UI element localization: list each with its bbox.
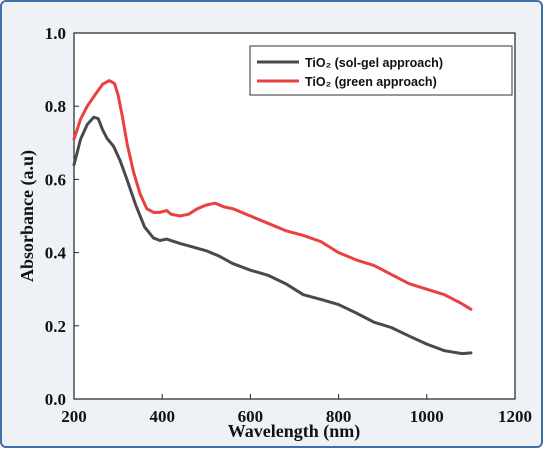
legend-label-sol-gel: TiO₂ (sol-gel approach) <box>305 56 443 70</box>
y-tick-label: 0.8 <box>45 97 66 116</box>
legend: TiO₂ (sol-gel approach) TiO₂ (green appr… <box>249 45 513 96</box>
x-tick-label: 1200 <box>498 407 532 426</box>
y-tick-label: 0.6 <box>45 170 66 189</box>
series-line-sol-gel <box>72 115 473 356</box>
series-lines <box>72 79 473 356</box>
ticks: 200 400 600 800 1000 1200 0.0 0.2 0.4 0.6 0.8 1.0 <box>45 24 532 426</box>
y-tick-label: 0.4 <box>45 244 67 263</box>
y-axis-title: Absorbance (a.u) <box>17 150 38 282</box>
x-tick-label: 600 <box>238 407 264 426</box>
legend-label-green: TiO₂ (green approach) <box>305 75 437 89</box>
x-axis-title: Wavelength (nm) <box>228 421 361 442</box>
y-tick-label: 0.0 <box>45 390 66 409</box>
legend-box <box>249 45 513 96</box>
x-tick-label: 800 <box>326 407 352 426</box>
x-tick-label: 200 <box>61 407 87 426</box>
x-tick-label: 1000 <box>410 407 444 426</box>
y-tick-label: 0.2 <box>45 317 66 336</box>
x-tick-label: 400 <box>149 407 175 426</box>
y-tick-label: 1.0 <box>45 24 66 43</box>
series-line-green <box>72 79 473 311</box>
